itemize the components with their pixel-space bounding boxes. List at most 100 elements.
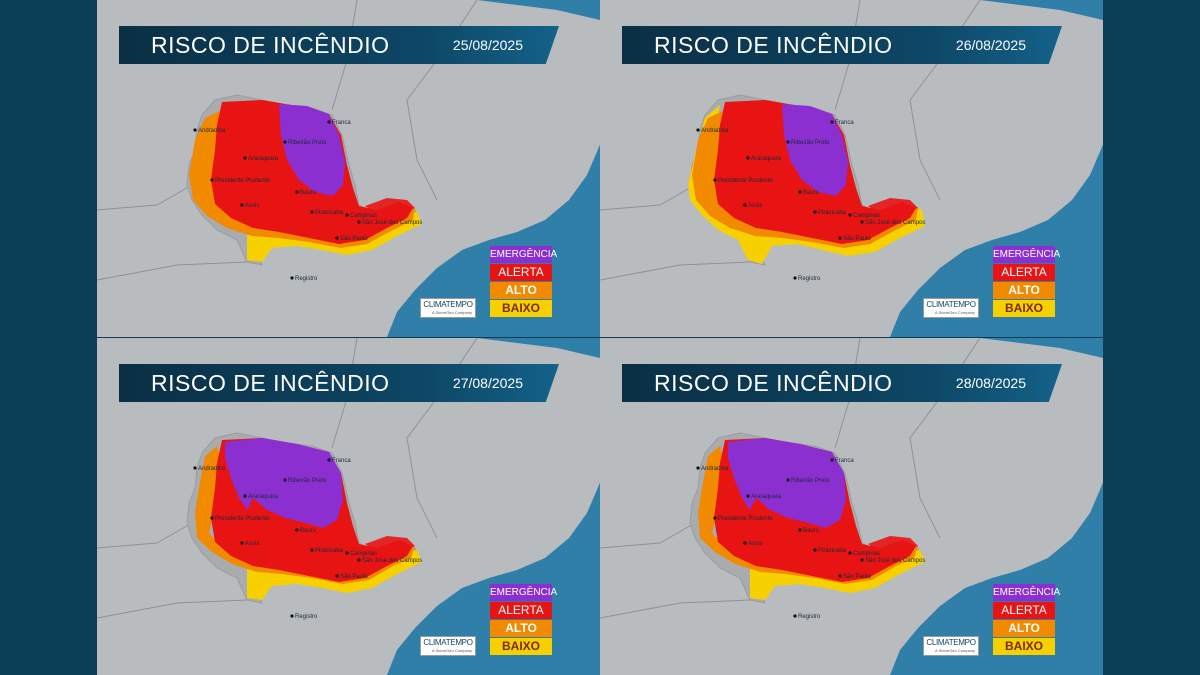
logo-name: CLIMATEMPO (423, 300, 473, 309)
risk-area-alto (195, 446, 415, 584)
city-label: Registro (798, 276, 821, 282)
city-marker (310, 548, 314, 552)
city-marker (860, 558, 864, 562)
city-marker (193, 466, 197, 470)
city-marker (713, 516, 717, 520)
risk-area-emergencia (279, 104, 345, 196)
city-marker (290, 276, 294, 280)
city-label: São Paulo (340, 236, 368, 242)
city-label: São José dos Campos (362, 558, 422, 564)
city-marker (696, 128, 700, 132)
city-label: Registro (295, 614, 318, 620)
city-marker (240, 203, 244, 207)
legend-emergencia: EMERGÊNCIA (490, 246, 557, 263)
city-label: Franca (835, 120, 854, 126)
risk-area-emergencia (728, 438, 846, 528)
city-label: Franca (835, 458, 854, 464)
map-date: 25/08/2025 (452, 37, 523, 53)
city-marker (295, 528, 299, 532)
city-marker (310, 210, 314, 214)
city-label: Ribeirão Preto (288, 478, 327, 484)
city-marker (786, 478, 790, 482)
risk-area-valley (868, 536, 918, 554)
city-marker (295, 190, 299, 194)
city-label: Bauru (803, 190, 819, 196)
map-date: 27/08/2025 (452, 375, 523, 391)
city-marker (838, 236, 842, 240)
map-date: 26/08/2025 (955, 37, 1026, 53)
city-label: Assis (748, 203, 762, 209)
city-label: Andradina (198, 128, 226, 134)
city-label: Presidente Prudente (718, 516, 773, 522)
city-label: Registro (798, 614, 821, 620)
city-label: Franca (332, 458, 351, 464)
climatempo-logo: CLIMATEMPO A StormGeo Company (923, 298, 979, 318)
city-marker (335, 574, 339, 578)
city-marker (798, 528, 802, 532)
city-marker (713, 178, 717, 182)
city-marker (243, 156, 247, 160)
title-banner: RISCO DE INCÊNDIO 25/08/2025 (119, 26, 559, 64)
city-label: Piracicaba (818, 210, 847, 216)
logo-name: CLIMATEMPO (926, 300, 976, 309)
city-marker (357, 220, 361, 224)
city-label: Assis (245, 541, 259, 547)
risk-legend: EMERGÊNCIA ALERTA ALTO BAIXO (490, 584, 557, 656)
city-label: Campinas (350, 213, 377, 219)
city-marker (290, 614, 294, 618)
city-label: São José dos Campos (865, 558, 925, 564)
legend-alto: ALTO (993, 282, 1055, 299)
city-marker (860, 220, 864, 224)
city-marker (848, 213, 852, 217)
city-label: Assis (748, 541, 762, 547)
city-label: Andradina (198, 466, 226, 472)
city-label: Franca (332, 120, 351, 126)
climatempo-logo: CLIMATEMPO A StormGeo Company (420, 636, 476, 656)
legend-alto: ALTO (993, 620, 1055, 637)
legend-emergencia: EMERGÊNCIA (490, 584, 557, 601)
city-marker (335, 236, 339, 240)
city-marker (798, 190, 802, 194)
city-label: Bauru (300, 190, 316, 196)
city-label: Ribeirão Preto (791, 478, 830, 484)
state-borders (97, 338, 478, 619)
legend-alerta: ALERTA (993, 264, 1055, 281)
map-title: RISCO DE INCÊNDIO (654, 369, 893, 396)
legend-alerta: ALERTA (993, 602, 1055, 619)
city-marker (210, 178, 214, 182)
city-marker (813, 210, 817, 214)
city-marker (793, 614, 797, 618)
city-label: Ribeirão Preto (288, 140, 327, 146)
city-marker (327, 120, 331, 124)
legend-baixo: BAIXO (993, 638, 1055, 655)
risk-legend: EMERGÊNCIA ALERTA ALTO BAIXO (993, 246, 1060, 318)
city-marker (743, 541, 747, 545)
city-label: Presidente Prudente (215, 516, 270, 522)
risk-area-emergencia (782, 104, 848, 196)
map-panel-1: Andradina Franca Ribeirão Preto Araraquara P… (97, 0, 600, 337)
climatempo-logo: CLIMATEMPO A StormGeo Company (923, 636, 979, 656)
map-title: RISCO DE INCÊNDIO (654, 31, 893, 58)
city-marker (243, 494, 247, 498)
legend-alerta: ALERTA (490, 602, 552, 619)
city-label: Piracicaba (315, 210, 344, 216)
city-label: São Paulo (843, 236, 871, 242)
map-panel-2: Andradina Franca Ribeirão Preto Araraquara P… (600, 0, 1103, 337)
title-banner: RISCO DE INCÊNDIO 27/08/2025 (119, 364, 559, 402)
city-marker (696, 466, 700, 470)
city-label: Registro (295, 276, 318, 282)
map-panel-3: Andradina Franca Ribeirão Preto Araraquara P… (97, 338, 600, 675)
city-label: São Paulo (843, 574, 871, 580)
city-label: São José dos Campos (362, 220, 422, 226)
city-label: Piracicaba (818, 548, 847, 554)
city-marker (327, 458, 331, 462)
city-marker (830, 120, 834, 124)
city-marker (746, 494, 750, 498)
city-marker (830, 458, 834, 462)
city-marker (793, 276, 797, 280)
city-label: Araraquara (248, 156, 279, 162)
city-marker (838, 574, 842, 578)
state-borders (600, 338, 981, 619)
risk-legend: EMERGÊNCIA ALERTA ALTO BAIXO (993, 584, 1060, 656)
state-borders (97, 0, 478, 281)
